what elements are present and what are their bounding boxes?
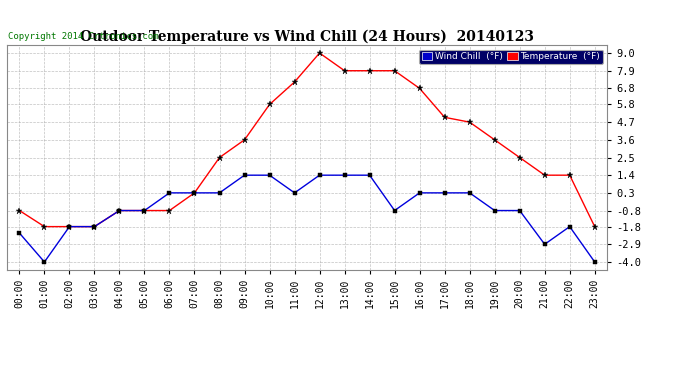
Title: Outdoor Temperature vs Wind Chill (24 Hours)  20140123: Outdoor Temperature vs Wind Chill (24 Ho… [80,30,534,44]
Text: Copyright 2014 Crtronics.com: Copyright 2014 Crtronics.com [8,32,159,41]
Legend: Wind Chill  (°F), Temperature  (°F): Wind Chill (°F), Temperature (°F) [419,50,602,64]
